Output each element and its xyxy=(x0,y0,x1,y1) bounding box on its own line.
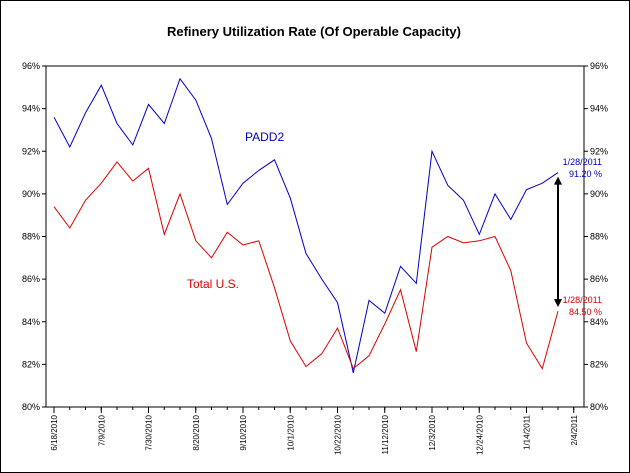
legend-total-us: Total U.S. xyxy=(187,277,239,291)
x-tick-label: 11/12/2010 xyxy=(381,414,390,454)
x-tick-label: 7/30/2010 xyxy=(145,414,154,450)
series-line-padd2 xyxy=(53,77,559,374)
y-axis-left: 80% 82% 84% 86% 88% 90% 92% 94% 96% xyxy=(22,61,46,412)
y-tick-label-left: 80% xyxy=(22,402,40,412)
y-axis-right: 80% 82% 84% 86% 88% 90% 92% 94% 96% xyxy=(584,61,608,412)
legend-padd2: PADD2 xyxy=(245,130,284,144)
annotations: 1/28/2011 91.20 % 1/28/2011 84.50 % xyxy=(554,157,602,317)
x-tick-label: 8/20/2010 xyxy=(192,414,201,450)
y-tick-label-left: 82% xyxy=(22,359,40,369)
y-tick-label-right: 86% xyxy=(590,274,608,284)
plot-area xyxy=(45,65,585,408)
y-tick-label-left: 86% xyxy=(22,274,40,284)
x-tick-label: 9/10/2010 xyxy=(239,414,248,450)
annotation-padd2-date: 1/28/2011 xyxy=(563,157,602,167)
y-tick-label-right: 84% xyxy=(590,317,608,327)
y-tick-label-right: 94% xyxy=(590,104,608,114)
gap-double-arrow xyxy=(554,176,562,308)
x-tick-label: 6/18/2010 xyxy=(50,414,59,450)
y-tick-label-right: 96% xyxy=(590,61,608,71)
y-tick-label-left: 92% xyxy=(22,146,40,156)
series-lines xyxy=(53,77,559,374)
x-tick-label: 2/4/2011 xyxy=(570,414,579,445)
chart-title: Refinery Utilization Rate (Of Operable C… xyxy=(167,24,461,39)
y-tick-label-left: 96% xyxy=(22,61,40,71)
y-tick-label-left: 88% xyxy=(22,232,40,242)
x-tick-label: 10/1/2010 xyxy=(286,414,295,450)
annotation-total-us-date: 1/28/2011 xyxy=(563,295,602,305)
gap-arrow-head-down xyxy=(554,299,562,308)
y-tick-label-left: 84% xyxy=(22,317,40,327)
series-line-total-us xyxy=(53,161,559,370)
x-tick-label: 10/22/2010 xyxy=(334,414,343,455)
annotation-total-us-value: 84.50 % xyxy=(569,307,602,317)
y-tick-label-left: 94% xyxy=(22,104,40,114)
y-tick-label-right: 92% xyxy=(590,146,608,156)
annotation-padd2-value: 91.20 % xyxy=(569,169,602,179)
y-tick-label-right: 82% xyxy=(590,359,608,369)
y-tick-label-right: 90% xyxy=(590,189,608,199)
y-tick-label-left: 90% xyxy=(22,189,40,199)
x-tick-label: 12/24/2010 xyxy=(475,414,484,455)
y-tick-label-right: 80% xyxy=(590,402,608,412)
x-tick-label: 12/3/2010 xyxy=(428,414,437,450)
x-axis: 6/18/2010 7/9/2010 7/30/2010 8/20/2010 9/10/… xyxy=(50,407,579,455)
x-tick-label: 1/14/2011 xyxy=(523,414,532,450)
gap-arrow-head-up xyxy=(554,176,562,185)
y-tick-label-right: 88% xyxy=(590,232,608,242)
x-tick-label: 7/9/2010 xyxy=(97,414,106,446)
